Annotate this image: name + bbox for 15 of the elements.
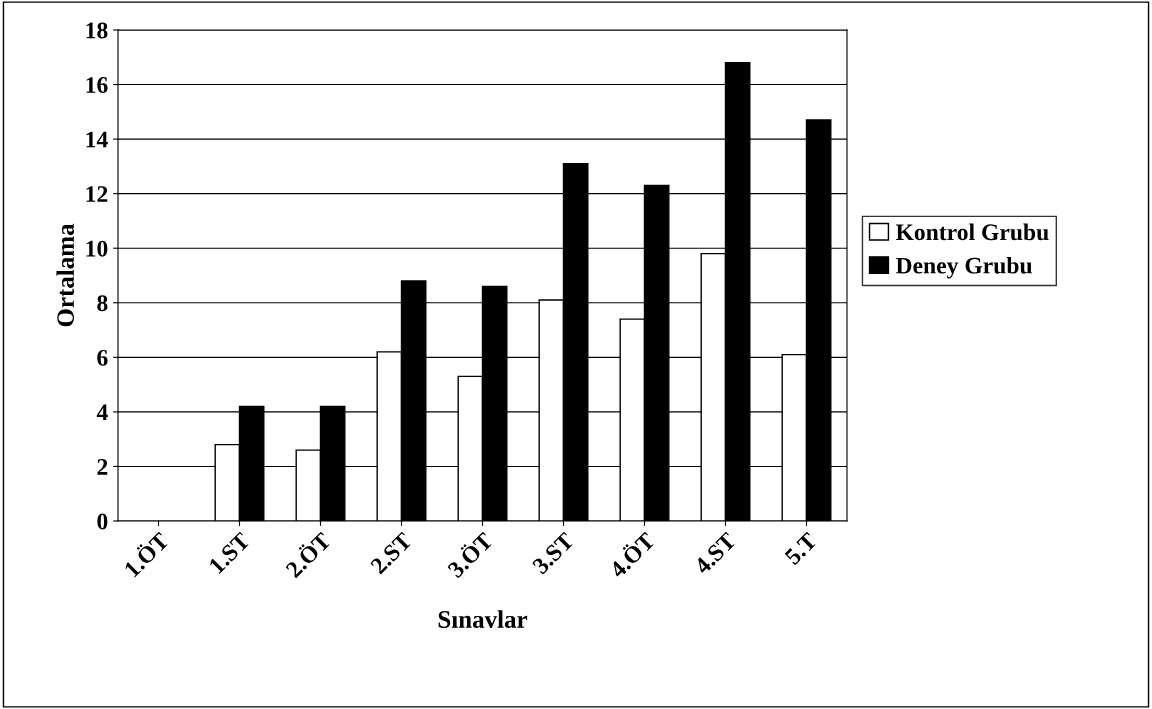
y-tick-label: 12 bbox=[86, 186, 108, 202]
legend-label: Kontrol Grubu bbox=[895, 223, 1049, 241]
y-tick-label: 10 bbox=[86, 240, 108, 257]
y-axis-title: Ortalama bbox=[56, 223, 75, 327]
y-tick-label: 8 bbox=[97, 295, 108, 312]
y-tick-label: 4 bbox=[96, 404, 108, 421]
y-tick-label: 16 bbox=[86, 77, 108, 93]
y-tick-label: 14 bbox=[86, 131, 108, 148]
y-tick-label: 18 bbox=[86, 22, 108, 39]
y-tick-label: 6 bbox=[97, 349, 108, 366]
legend-label: Deney Grubu bbox=[895, 256, 1032, 279]
x-tick-label: 5.T bbox=[784, 531, 819, 566]
y-tick-label: 0 bbox=[97, 513, 108, 530]
y-tick-label: 2 bbox=[97, 459, 108, 475]
x-axis-title: Sınavlar bbox=[438, 610, 528, 628]
